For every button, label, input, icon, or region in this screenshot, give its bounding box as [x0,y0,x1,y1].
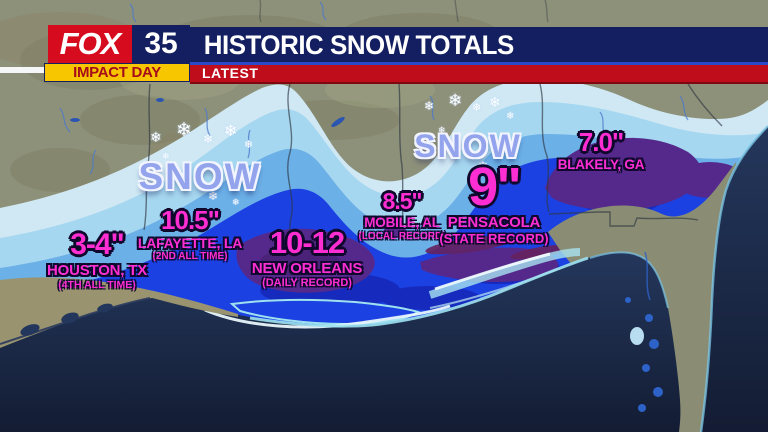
snow-watermark: SNOW [414,128,522,164]
total-label-blakely: 7.0" BLAKELY, GA [558,129,645,172]
snow-watermark: SNOW [138,156,262,197]
record-note: (LOCAL RECORD) [358,230,446,242]
gulf-of-mexico [0,252,681,432]
record-note: (DAILY RECORD) [262,277,352,289]
header-divider [150,62,768,66]
record-note: (STATE RECORD) [439,231,549,246]
rivers [59,1,689,175]
place-name: PENSACOLA [447,214,541,231]
snow-amount: 7.0" [578,127,624,157]
total-label-houston: 3-4" HOUSTON, TX (4TH ALL TIME) [47,230,147,291]
latest-badge: LATEST [202,64,259,81]
headline-title: HISTORIC SNOW TOTALS [203,29,515,60]
place-name: LAFAYETTE, LA [137,235,243,251]
left-accent-line [0,67,44,73]
fox-network-mark: FOX [48,25,132,63]
headline-bar: HISTORIC SNOW TOTALS [150,27,768,63]
offshore-snow-band [204,267,561,329]
total-label-new-orleans: 10-12 NEW ORLEANS (DAILY RECORD) [251,225,363,289]
florida-lakes [625,251,663,412]
latest-bar: LATEST [190,65,768,84]
place-name: HOUSTON, TX [46,262,148,279]
record-note: (4TH ALL TIME) [58,279,136,291]
channel-number: 35 [132,25,190,63]
place-name: BLAKELY, GA [557,157,645,172]
total-label-lafayette: 10.5" LAFAYETTE, LA (2ND ALL TIME) [138,207,242,262]
coastal-fringe [249,248,669,328]
snow-amount: 8.5" [382,188,423,214]
atlantic-ocean [701,126,768,432]
total-label-pensacola: 9" PENSACOLA (STATE RECORD) [439,160,548,245]
total-label-mobile: 8.5" MOBILE, AL (LOCAL RECORD) [358,190,445,242]
snow-amount: 3-4" [70,228,125,261]
snow-amount: 10-12 [269,225,345,260]
fox35-logo: FOX 35 [48,25,190,63]
place-name: MOBILE, AL [364,215,440,230]
snow-amount: 10.5" [161,205,220,235]
texas-coast [0,277,238,348]
impact-day-badge: IMPACT DAY [44,63,190,82]
small-lakes [70,98,345,128]
state-borders [143,0,723,257]
place-name: NEW ORLEANS [251,260,363,277]
snow-amount: 9" [468,157,522,217]
record-note: (2ND ALL TIME) [152,251,228,262]
